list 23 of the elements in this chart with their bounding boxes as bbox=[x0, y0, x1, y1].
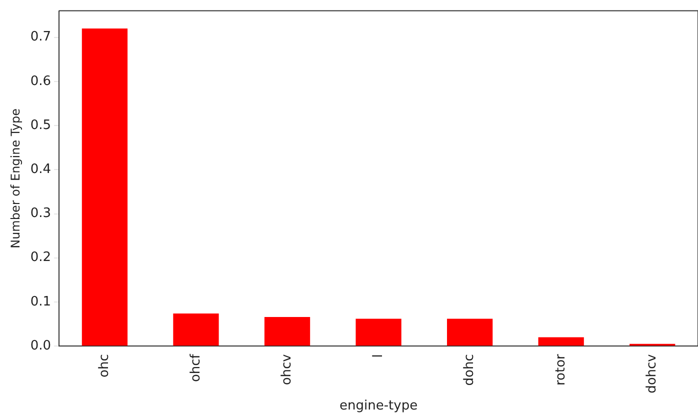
bar bbox=[356, 318, 402, 346]
y-tick-label: 0.7 bbox=[30, 30, 52, 45]
y-tick-label: 0.1 bbox=[30, 294, 52, 310]
y-tick-label: 0.2 bbox=[30, 250, 52, 266]
bar bbox=[538, 337, 584, 346]
y-axis-title: Number of Engine Type bbox=[8, 108, 22, 248]
x-axis-title: engine-type bbox=[340, 398, 418, 414]
y-tick-label: 0.3 bbox=[30, 206, 52, 222]
y-tick-label: 0.5 bbox=[30, 118, 52, 133]
y-tick-label: 0.0 bbox=[30, 338, 52, 354]
bar bbox=[446, 318, 493, 346]
y-tick-label: 0.4 bbox=[30, 162, 52, 178]
x-tick-label: dohc bbox=[462, 354, 478, 386]
x-tick-label: ohc bbox=[97, 354, 112, 378]
y-tick-label: 0.6 bbox=[30, 74, 52, 89]
x-tick-label: dohcv bbox=[644, 354, 660, 394]
x-tick-label: ohcv bbox=[280, 354, 295, 386]
x-tick-label: rotor bbox=[553, 353, 568, 386]
bar bbox=[173, 313, 219, 346]
bar bbox=[82, 28, 128, 346]
bar bbox=[264, 316, 310, 346]
x-tick-label: ohcf bbox=[188, 354, 204, 382]
x-tick-label: l bbox=[370, 354, 386, 358]
